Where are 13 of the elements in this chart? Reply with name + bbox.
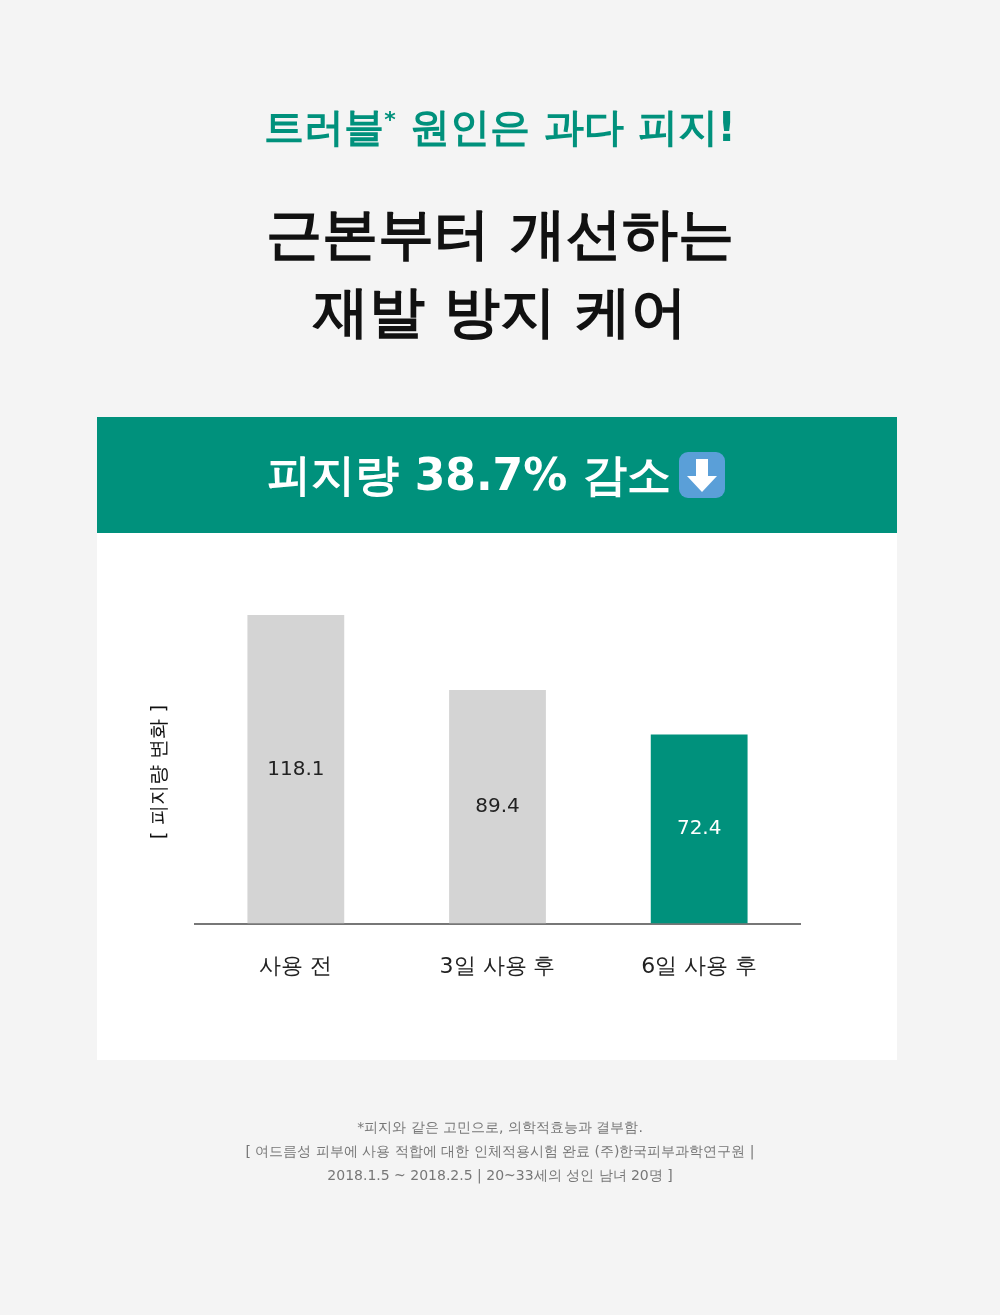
x-tick-label: 6일 사용 후 [641, 952, 758, 978]
x-tick-label: 3일 사용 후 [439, 952, 556, 978]
data-label: 72.4 [676, 815, 722, 840]
data-label: 89.4 [475, 793, 520, 817]
text: 2018.1.5 ~ 2018.2.5 | 20~33세의 성인 남녀 20명 ] [326, 1166, 674, 1186]
chart-subtitle: 근본부터 개선하는 재발 방지 케어 [265, 200, 735, 346]
data-label: 118.1 [267, 755, 325, 780]
text: *피지와 같은 고민으로, 의학적효능과 결부함. [356, 1118, 644, 1137]
x-tick-label: 사용 전 [259, 952, 333, 978]
chart-title: 트러블$^{*}$ 원인은 과다 피지! [263, 103, 737, 152]
y-axis-title: [ 피지량 변화 ] [144, 704, 171, 840]
text: 피지량 38.7% 감소 [267, 447, 671, 502]
text: [ 여드름성 피부에 사용 적합에 대한 인체적용시험 완료 (주)한국피부과학연구원 | [244, 1142, 756, 1162]
